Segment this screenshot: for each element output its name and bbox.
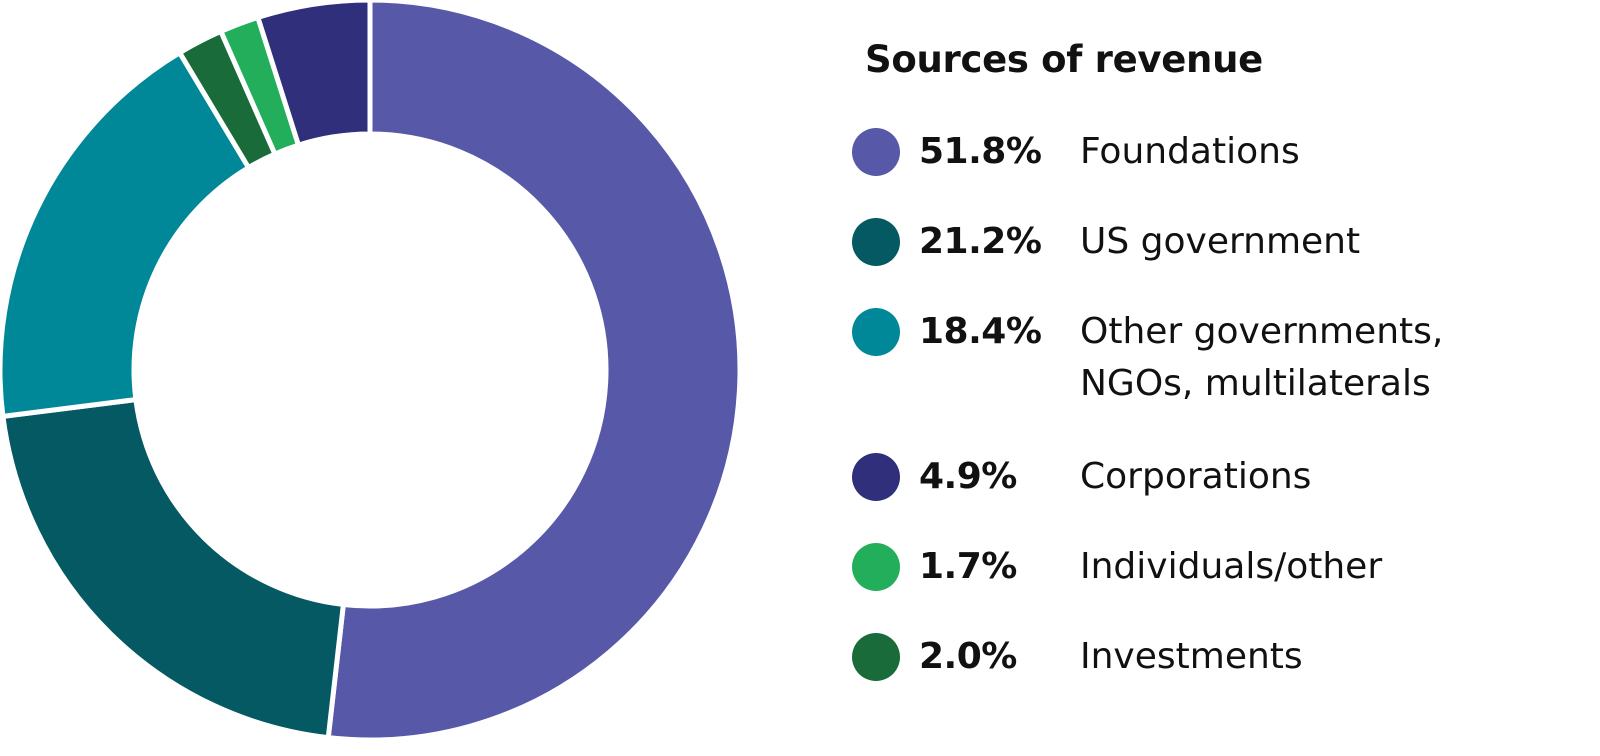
legend-value: 4.9% bbox=[919, 456, 1017, 497]
legend-label: US government bbox=[1080, 221, 1361, 262]
legend-swatch bbox=[852, 543, 900, 591]
legend-value: 21.2% bbox=[919, 221, 1042, 262]
legend-value: 1.7% bbox=[919, 546, 1017, 587]
donut-chart bbox=[0, 0, 743, 743]
legend-swatch bbox=[852, 218, 900, 266]
legend-swatch bbox=[852, 128, 900, 176]
legend-value: 18.4% bbox=[919, 311, 1042, 352]
slice-us-government bbox=[0, 396, 347, 741]
legend-label: Corporations bbox=[1080, 456, 1312, 497]
legend-value: 2.0% bbox=[919, 636, 1017, 677]
legend-swatch bbox=[852, 453, 900, 501]
legend-swatch bbox=[852, 308, 900, 356]
slice-foundations bbox=[325, 0, 743, 743]
legend-swatch bbox=[852, 633, 900, 681]
legend-label: Foundations bbox=[1080, 131, 1300, 172]
legend-label: Investments bbox=[1080, 636, 1303, 677]
legend-label: Other governments, NGOs, multilaterals bbox=[1080, 311, 1444, 404]
legend-value: 51.8% bbox=[919, 131, 1042, 172]
slice-other-governments-ngos-multilaterals bbox=[0, 49, 253, 420]
slice-corporations bbox=[254, 0, 373, 149]
chart-title: Sources of revenue bbox=[865, 38, 1263, 81]
legend-label: Individuals/other bbox=[1080, 546, 1383, 587]
